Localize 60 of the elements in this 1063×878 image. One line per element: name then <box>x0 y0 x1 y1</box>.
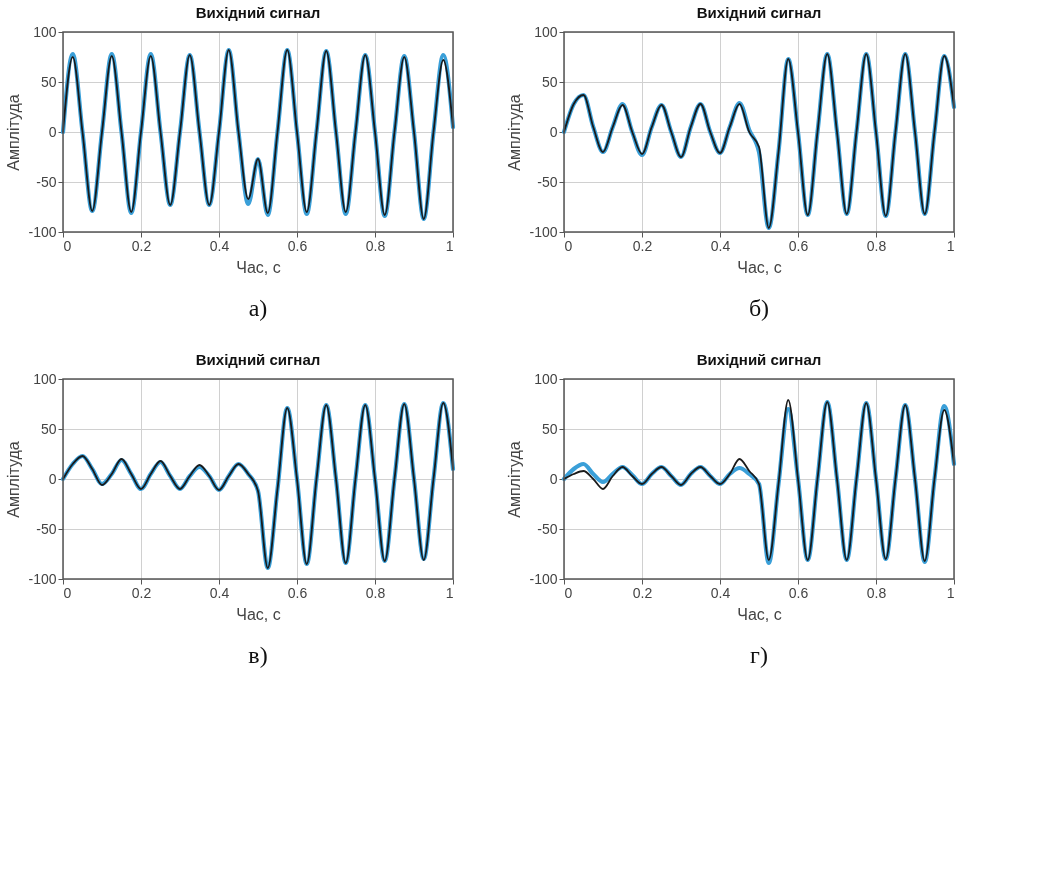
x-tick-label: 0.4 <box>209 237 230 254</box>
y-tick-label: 50 <box>40 73 57 90</box>
chart-title: Вихідний сигнал <box>195 351 321 368</box>
y-tick-label: 0 <box>48 123 57 140</box>
y-tick-label: 50 <box>541 73 558 90</box>
y-tick-label: 50 <box>541 420 558 437</box>
y-axis-title: Амплітуда <box>5 94 23 171</box>
x-tick-label: 0 <box>564 584 573 601</box>
x-tick-label: 0.8 <box>365 584 386 601</box>
text: г) <box>750 642 768 668</box>
y-tick-label: 0 <box>549 470 558 487</box>
x-tick-label: 0.2 <box>131 584 152 601</box>
y-tick-label: -100 <box>28 570 57 587</box>
text: в) <box>248 642 268 668</box>
x-tick-label: 0.2 <box>632 584 653 601</box>
x-tick-label: 0.6 <box>287 237 308 254</box>
x-tick-label: 1 <box>946 584 955 601</box>
x-axis-title: Час, с <box>236 258 281 276</box>
x-tick-label: 0.4 <box>710 584 731 601</box>
x-axis-title: Час, с <box>737 605 782 623</box>
chart-title: Вихідний сигнал <box>696 351 822 368</box>
y-tick-label: 50 <box>40 420 57 437</box>
x-tick-label: 0.4 <box>209 584 230 601</box>
y-tick-label: 100 <box>534 370 558 387</box>
x-tick-label: 1 <box>946 237 955 254</box>
x-tick-label: 0.8 <box>866 584 887 601</box>
x-tick-label: 0.2 <box>632 237 653 254</box>
y-axis-title: Амплітуда <box>506 94 524 171</box>
y-tick-label: 0 <box>48 470 57 487</box>
x-tick-label: 0.6 <box>788 584 809 601</box>
y-tick-label: -50 <box>537 173 558 190</box>
x-tick-label: 1 <box>445 237 454 254</box>
chart-title: Вихідний сигнал <box>696 4 822 21</box>
x-axis-title: Час, с <box>236 605 281 623</box>
x-tick-label: 0 <box>63 584 72 601</box>
y-tick-label: -50 <box>537 520 558 537</box>
x-tick-label: 0 <box>564 237 573 254</box>
y-tick-label: 0 <box>549 123 558 140</box>
x-tick-label: 0.2 <box>131 237 152 254</box>
x-tick-label: 0.6 <box>287 584 308 601</box>
x-axis-title: Час, с <box>737 258 782 276</box>
x-tick-label: 0.6 <box>788 237 809 254</box>
text: б) <box>748 295 770 321</box>
y-tick-label: -100 <box>529 223 558 240</box>
y-axis-title: Амплітуда <box>5 441 23 518</box>
y-axis-title: Амплітуда <box>506 441 524 518</box>
x-tick-label: 0.8 <box>365 237 386 254</box>
y-tick-label: -50 <box>36 520 57 537</box>
y-tick-label: 100 <box>534 23 558 40</box>
y-tick-label: -100 <box>529 570 558 587</box>
chart-title: Вихідний сигнал <box>195 4 321 21</box>
y-tick-label: -100 <box>28 223 57 240</box>
x-tick-label: 1 <box>445 584 454 601</box>
text: а) <box>248 295 268 321</box>
x-tick-label: 0.8 <box>866 237 887 254</box>
x-tick-label: 0 <box>63 237 72 254</box>
x-tick-label: 0.4 <box>710 237 731 254</box>
y-tick-label: 100 <box>33 370 57 387</box>
y-tick-label: -50 <box>36 173 57 190</box>
y-tick-label: 100 <box>33 23 57 40</box>
